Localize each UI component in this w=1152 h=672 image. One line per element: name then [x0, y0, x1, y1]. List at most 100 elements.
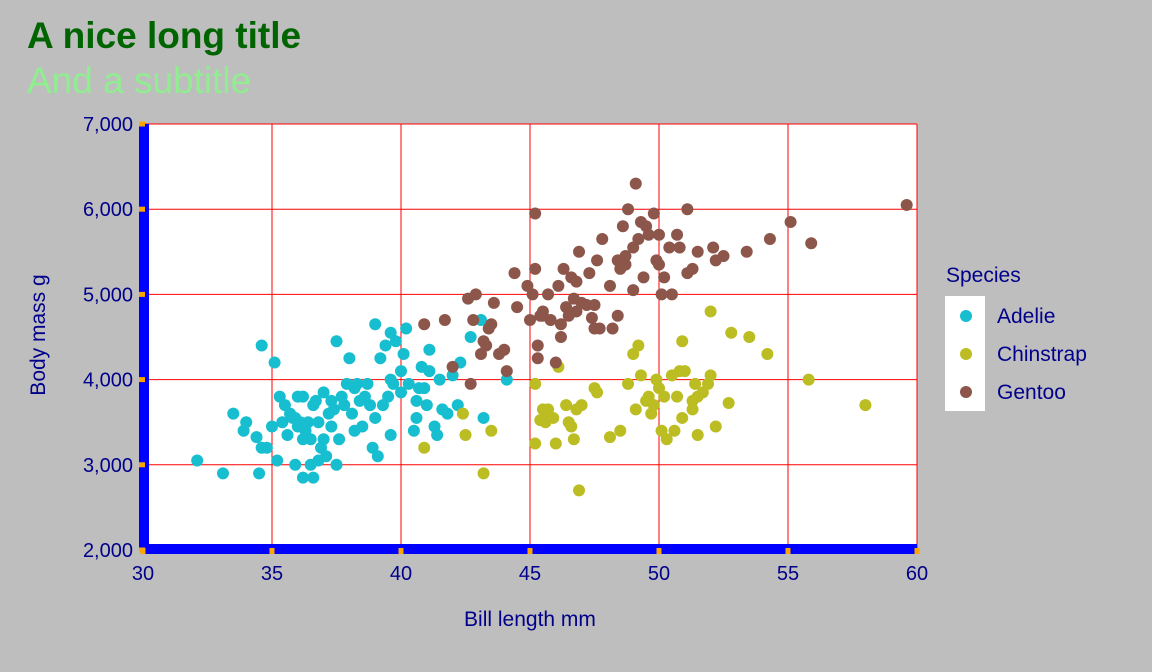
point-adelie — [276, 416, 289, 429]
point-adelie — [216, 467, 229, 480]
point-chinstrap — [691, 428, 704, 441]
point-chinstrap — [761, 348, 774, 361]
point-adelie — [307, 471, 320, 484]
point-chinstrap — [859, 399, 872, 412]
point-gentoo — [487, 296, 500, 309]
point-adelie — [330, 458, 343, 471]
point-adelie — [240, 416, 253, 429]
point-adelie — [343, 352, 356, 365]
point-chinstrap — [622, 377, 635, 390]
point-gentoo — [418, 318, 431, 331]
point-gentoo — [632, 233, 645, 246]
point-adelie — [436, 403, 449, 416]
point-chinstrap — [603, 431, 616, 444]
point-adelie — [464, 331, 477, 343]
point-adelie — [361, 377, 374, 390]
point-chinstrap — [634, 369, 647, 382]
point-chinstrap — [725, 326, 738, 339]
point-adelie — [413, 382, 426, 395]
point-chinstrap — [678, 365, 691, 378]
point-gentoo — [529, 262, 542, 275]
point-adelie — [400, 322, 413, 335]
point-adelie — [410, 411, 423, 424]
point-chinstrap — [565, 420, 578, 433]
point-chinstrap — [485, 424, 498, 437]
point-gentoo — [542, 288, 555, 301]
point-adelie — [366, 441, 379, 454]
point-adelie — [395, 365, 407, 378]
point-adelie — [410, 394, 423, 407]
data-points — [191, 177, 913, 497]
tick-labels: 30 35 40 45 50 55 60 2,000 3,000 4,000 5,000 6,000 7… — [83, 114, 928, 585]
point-chinstrap — [529, 437, 542, 450]
point-gentoo — [544, 313, 557, 326]
point-adelie — [296, 471, 309, 484]
point-gentoo — [784, 215, 797, 228]
point-chinstrap — [549, 437, 562, 450]
x-tick-label: 40 — [390, 563, 412, 585]
point-gentoo — [606, 322, 619, 335]
point-gentoo — [686, 262, 699, 275]
y-tick-label: 2,000 — [83, 540, 133, 562]
point-gentoo — [603, 279, 616, 292]
point-gentoo — [554, 318, 567, 331]
point-gentoo — [557, 262, 570, 275]
point-chinstrap — [660, 433, 673, 446]
y-tick-label: 3,000 — [83, 455, 133, 477]
point-gentoo — [653, 258, 665, 271]
point-chinstrap — [459, 428, 472, 441]
point-chinstrap — [722, 397, 735, 410]
point-chinstrap — [629, 403, 642, 416]
point-chinstrap — [591, 386, 604, 399]
point-gentoo — [591, 254, 604, 267]
point-adelie — [374, 352, 387, 365]
point-chinstrap — [632, 339, 645, 352]
point-chinstrap — [709, 420, 722, 433]
point-gentoo — [665, 288, 678, 301]
point-gentoo — [681, 203, 694, 216]
point-chinstrap — [658, 390, 671, 403]
y-tick-label: 4,000 — [83, 370, 133, 392]
point-adelie — [304, 458, 317, 471]
point-chinstrap — [802, 373, 815, 386]
point-adelie — [384, 326, 397, 339]
point-adelie — [407, 424, 420, 437]
x-tick-label: 45 — [519, 563, 541, 585]
point-gentoo — [585, 311, 598, 324]
point-chinstrap — [560, 399, 573, 412]
point-adelie — [353, 394, 366, 407]
point-gentoo — [619, 250, 632, 263]
point-gentoo — [653, 228, 665, 241]
x-tick-label: 30 — [132, 563, 154, 585]
point-chinstrap — [477, 467, 490, 480]
y-tick-label: 6,000 — [83, 199, 133, 221]
point-adelie — [420, 399, 433, 412]
point-gentoo — [498, 343, 511, 356]
point-adelie — [431, 428, 444, 441]
point-adelie — [255, 339, 268, 352]
point-chinstrap — [668, 424, 681, 437]
point-gentoo — [588, 322, 601, 335]
point-chinstrap — [704, 305, 717, 318]
point-adelie — [338, 399, 351, 412]
point-gentoo — [570, 305, 583, 318]
point-gentoo — [485, 318, 498, 331]
point-chinstrap — [650, 373, 663, 386]
point-adelie — [384, 373, 397, 386]
point-adelie — [317, 386, 330, 399]
point-gentoo — [805, 237, 818, 250]
point-adelie — [260, 441, 273, 454]
point-chinstrap — [676, 335, 689, 348]
point-adelie — [423, 365, 436, 378]
point-adelie — [348, 424, 361, 437]
x-tick-label: 35 — [261, 563, 283, 585]
point-gentoo — [469, 288, 482, 301]
point-adelie — [309, 394, 322, 407]
point-adelie — [253, 467, 266, 480]
point-gentoo — [717, 250, 730, 263]
point-gentoo — [500, 365, 513, 378]
point-gentoo — [549, 356, 562, 369]
point-gentoo — [671, 228, 684, 241]
point-gentoo — [619, 258, 632, 271]
